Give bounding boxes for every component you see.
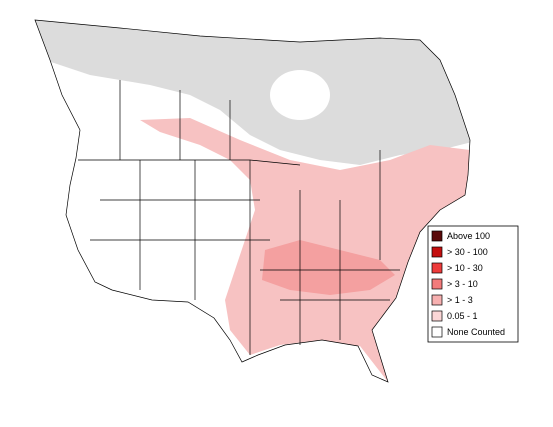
hudson-bay — [270, 70, 330, 120]
legend-swatch — [431, 278, 443, 290]
legend-swatch — [431, 246, 443, 258]
legend-swatch — [431, 326, 443, 338]
legend-label: > 3 - 10 — [447, 279, 478, 289]
legend-label: 0.05 - 1 — [447, 311, 478, 321]
no-count-region — [35, 20, 470, 165]
legend-box — [427, 225, 519, 343]
legend-swatch — [431, 230, 443, 242]
legend-label: None Counted — [447, 327, 505, 337]
legend-swatch — [431, 294, 443, 306]
legend: Above 100 > 30 - 100 > 10 - 30 > 3 - 10 > 1 … — [427, 225, 519, 343]
legend-label: > 30 - 100 — [447, 247, 488, 257]
legend-label: > 1 - 3 — [447, 295, 473, 305]
legend-label: Above 100 — [447, 231, 490, 241]
legend-swatch — [431, 262, 443, 274]
state-borders — [78, 80, 400, 355]
legend-label: > 10 - 30 — [447, 263, 483, 273]
higher-count-region — [262, 240, 395, 295]
legend-swatch — [431, 310, 443, 322]
